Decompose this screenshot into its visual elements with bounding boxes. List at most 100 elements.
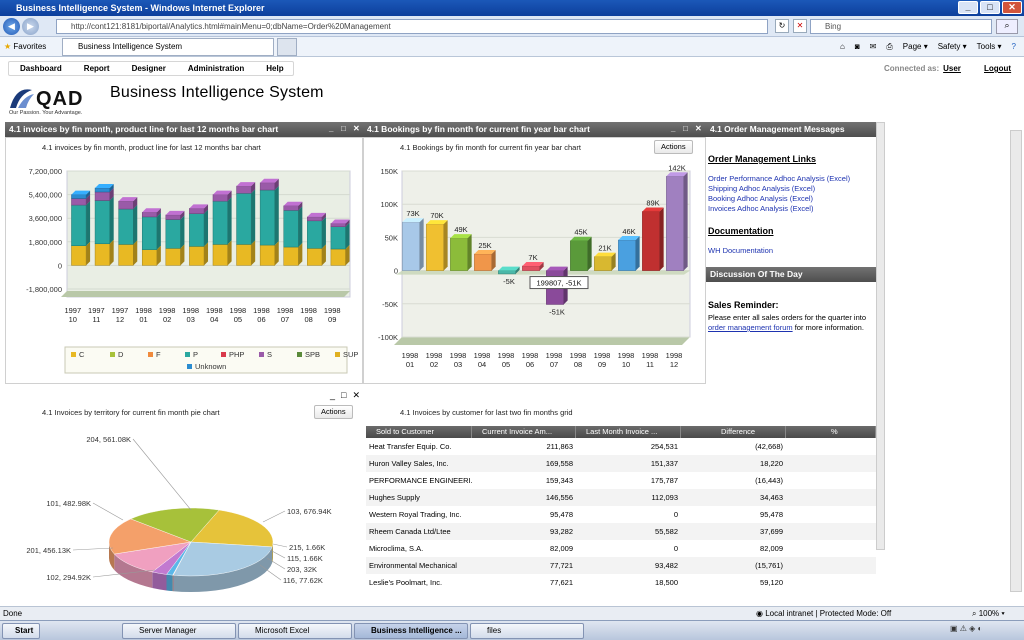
link-invoices[interactable]: Invoices Adhoc Analysis (Excel)	[708, 204, 814, 213]
taskbar-files[interactable]: files	[470, 623, 584, 639]
user-link[interactable]: User	[943, 64, 961, 73]
maximize-icon[interactable]: □	[683, 124, 688, 133]
x-tick-label: 05	[502, 360, 510, 369]
leader-line	[266, 557, 286, 570]
col-difference[interactable]: Difference	[681, 426, 786, 438]
menu-help[interactable]: Help	[266, 64, 284, 73]
legend: C D F P PHP S SPB SUP Unknown	[64, 346, 358, 374]
close-icon[interactable]: ✕	[695, 124, 702, 133]
territory-actions-button[interactable]: Actions	[314, 405, 353, 419]
y-tick-label: -1,800,000	[26, 285, 62, 294]
bookings-chart-title: 4.1 Bookings by fin month for current fi…	[400, 143, 581, 152]
data-label: 45K	[574, 228, 587, 237]
home-icon[interactable]: ⌂	[839, 42, 845, 51]
bar-segment	[330, 223, 346, 227]
print-icon[interactable]: ⎙	[886, 42, 893, 51]
address-input[interactable]: http://cont121:8181/biportal/Analytics.h…	[56, 19, 768, 34]
table-row[interactable]: Environmental Mechanical 77,721 93,482 (15,…	[366, 557, 876, 574]
table-cell: 93,482	[655, 561, 678, 570]
back-button[interactable]: ◀	[3, 18, 20, 35]
bar-side	[274, 178, 279, 191]
maximize-button[interactable]: □	[980, 1, 1000, 14]
search-input[interactable]: Bing	[810, 19, 992, 34]
start-button[interactable]: Start	[2, 623, 40, 639]
forward-button[interactable]: ▶	[22, 18, 39, 35]
minimize-button[interactable]: _	[958, 1, 978, 14]
table-row[interactable]: Microclima, S.A. 82,009 0 82,009	[366, 540, 876, 557]
safety-menu[interactable]: Safety ▾	[937, 42, 967, 51]
table-cell: 211,863	[546, 442, 573, 451]
favorites-button[interactable]: ★ Favorites	[4, 42, 47, 51]
close-icon[interactable]: ✕	[352, 390, 360, 400]
new-tab-button[interactable]	[277, 38, 297, 56]
table-row[interactable]: Hughes Supply 146,556 112,093 34,463	[366, 489, 876, 506]
bar-top	[450, 234, 472, 239]
table-row[interactable]: PERFORMANCE ENGINEERI... 159,343 175,787 (1…	[366, 472, 876, 489]
stop-icon[interactable]: ✕	[793, 19, 807, 33]
maximize-icon[interactable]: □	[341, 390, 347, 400]
menu-designer[interactable]: Designer	[131, 64, 166, 73]
leader-line	[132, 438, 192, 511]
mail-icon[interactable]: ✉	[869, 42, 877, 51]
col-last-month[interactable]: Last Month Invoice ...	[576, 426, 681, 438]
link-wh-documentation[interactable]: WH Documentation	[708, 246, 774, 255]
bookings-panel	[363, 137, 706, 384]
menu-report[interactable]: Report	[83, 64, 110, 73]
forum-link[interactable]: order management forum	[708, 323, 793, 332]
taskbar-server-manager[interactable]: Server Manager	[122, 623, 236, 639]
logout-link[interactable]: Logout	[984, 64, 1012, 73]
maximize-icon[interactable]: □	[341, 124, 346, 133]
minimize-icon[interactable]: _	[330, 390, 336, 400]
bar-side	[298, 201, 303, 211]
leader-line	[272, 543, 288, 548]
x-tick-label: 1998	[666, 351, 683, 360]
page-menu[interactable]: Page ▾	[902, 42, 928, 51]
legend-label: C	[79, 350, 85, 359]
zoom-level[interactable]: ⌕ 100% ▾	[972, 609, 1005, 618]
minimize-icon[interactable]: _	[329, 124, 334, 133]
close-icon[interactable]: ✕	[353, 124, 360, 133]
col-sold-to[interactable]: Sold to Customer	[366, 426, 472, 438]
x-tick-label: 05	[234, 315, 242, 324]
bar-segment	[71, 204, 87, 246]
bar-segment	[259, 182, 276, 191]
menu-administration[interactable]: Administration	[187, 64, 245, 73]
feeds-icon[interactable]: ◙	[854, 42, 860, 51]
bar-segment	[307, 248, 323, 266]
tools-menu[interactable]: Tools ▾	[976, 42, 1002, 51]
minimize-icon[interactable]: _	[671, 124, 676, 133]
refresh-icon[interactable]: ↻	[775, 19, 789, 33]
browser-tab[interactable]: Business Intelligence System	[62, 38, 274, 56]
bar-side	[419, 218, 424, 271]
link-shipping[interactable]: Shipping Adhoc Analysis (Excel)	[708, 184, 816, 193]
messages-scrollbar[interactable]	[876, 122, 885, 550]
link-order-performance[interactable]: Order Performance Adhoc Analysis (Excel)	[708, 174, 851, 183]
x-tick-label: 08	[304, 315, 312, 324]
bar-side	[298, 206, 303, 248]
table-row[interactable]: Western Royal Trading, Inc. 95,478 0 95,478	[366, 506, 876, 523]
bar-segment	[259, 189, 276, 246]
taskbar-excel[interactable]: Microsoft Excel	[238, 623, 352, 639]
col-percent[interactable]: %	[786, 426, 876, 438]
bar-top	[260, 178, 279, 183]
close-window-button[interactable]: ✕	[1002, 1, 1022, 14]
bar-side	[156, 245, 161, 266]
table-row[interactable]: Heat Transfer Equip. Co. 211,863 254,531 (4…	[366, 438, 876, 455]
grid-body: Heat Transfer Equip. Co. 211,863 254,531 (4…	[366, 438, 876, 588]
invoices-bar-chart: 7,200,000 5,400,000 3,600,000 1,800,000 0 -1,…	[26, 167, 358, 374]
link-booking[interactable]: Booking Adhoc Analysis (Excel)	[708, 194, 814, 203]
x-tick-label: 1997	[112, 306, 129, 315]
col-current-invoice[interactable]: Current Invoice Am...	[472, 426, 576, 438]
table-row[interactable]: Leslie's Poolmart, Inc. 77,621 18,500 59,12…	[366, 574, 876, 588]
table-row[interactable]: Rheem Canada Ltd/Ltee 93,282 55,582 37,699	[366, 523, 876, 540]
help-icon[interactable]: ?	[1011, 42, 1016, 51]
table-row[interactable]: Huron Valley Sales, Inc. 169,558 151,337 18…	[366, 455, 876, 472]
bar-side	[204, 204, 209, 214]
bookings-actions-button[interactable]: Actions	[654, 140, 693, 154]
menu-dashboard[interactable]: Dashboard	[20, 64, 62, 73]
bar-side	[86, 194, 91, 206]
taskbar-business-intelligence[interactable]: Business Intelligence ...	[354, 623, 468, 639]
page-scrollbar[interactable]	[1010, 130, 1022, 592]
search-icon[interactable]: ⌕	[996, 19, 1018, 34]
table-cell: 55,582	[655, 527, 678, 536]
